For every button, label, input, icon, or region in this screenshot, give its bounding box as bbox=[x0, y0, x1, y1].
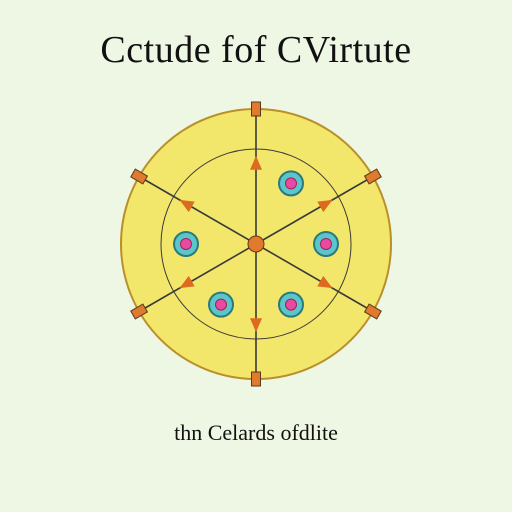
page-title: Cctude fof CVirtute bbox=[100, 28, 411, 72]
ring-node bbox=[279, 293, 303, 317]
edge-tab-icon bbox=[252, 372, 261, 386]
ring-node bbox=[209, 293, 233, 317]
diagram-svg bbox=[106, 94, 406, 394]
edge-tab-icon bbox=[252, 102, 261, 116]
hub-node bbox=[248, 236, 264, 252]
caption-text: thn Celards ofdlite bbox=[174, 420, 338, 446]
ring-node bbox=[174, 232, 198, 256]
ring-node bbox=[279, 171, 303, 195]
ring-node bbox=[314, 232, 338, 256]
radial-diagram bbox=[106, 94, 406, 394]
